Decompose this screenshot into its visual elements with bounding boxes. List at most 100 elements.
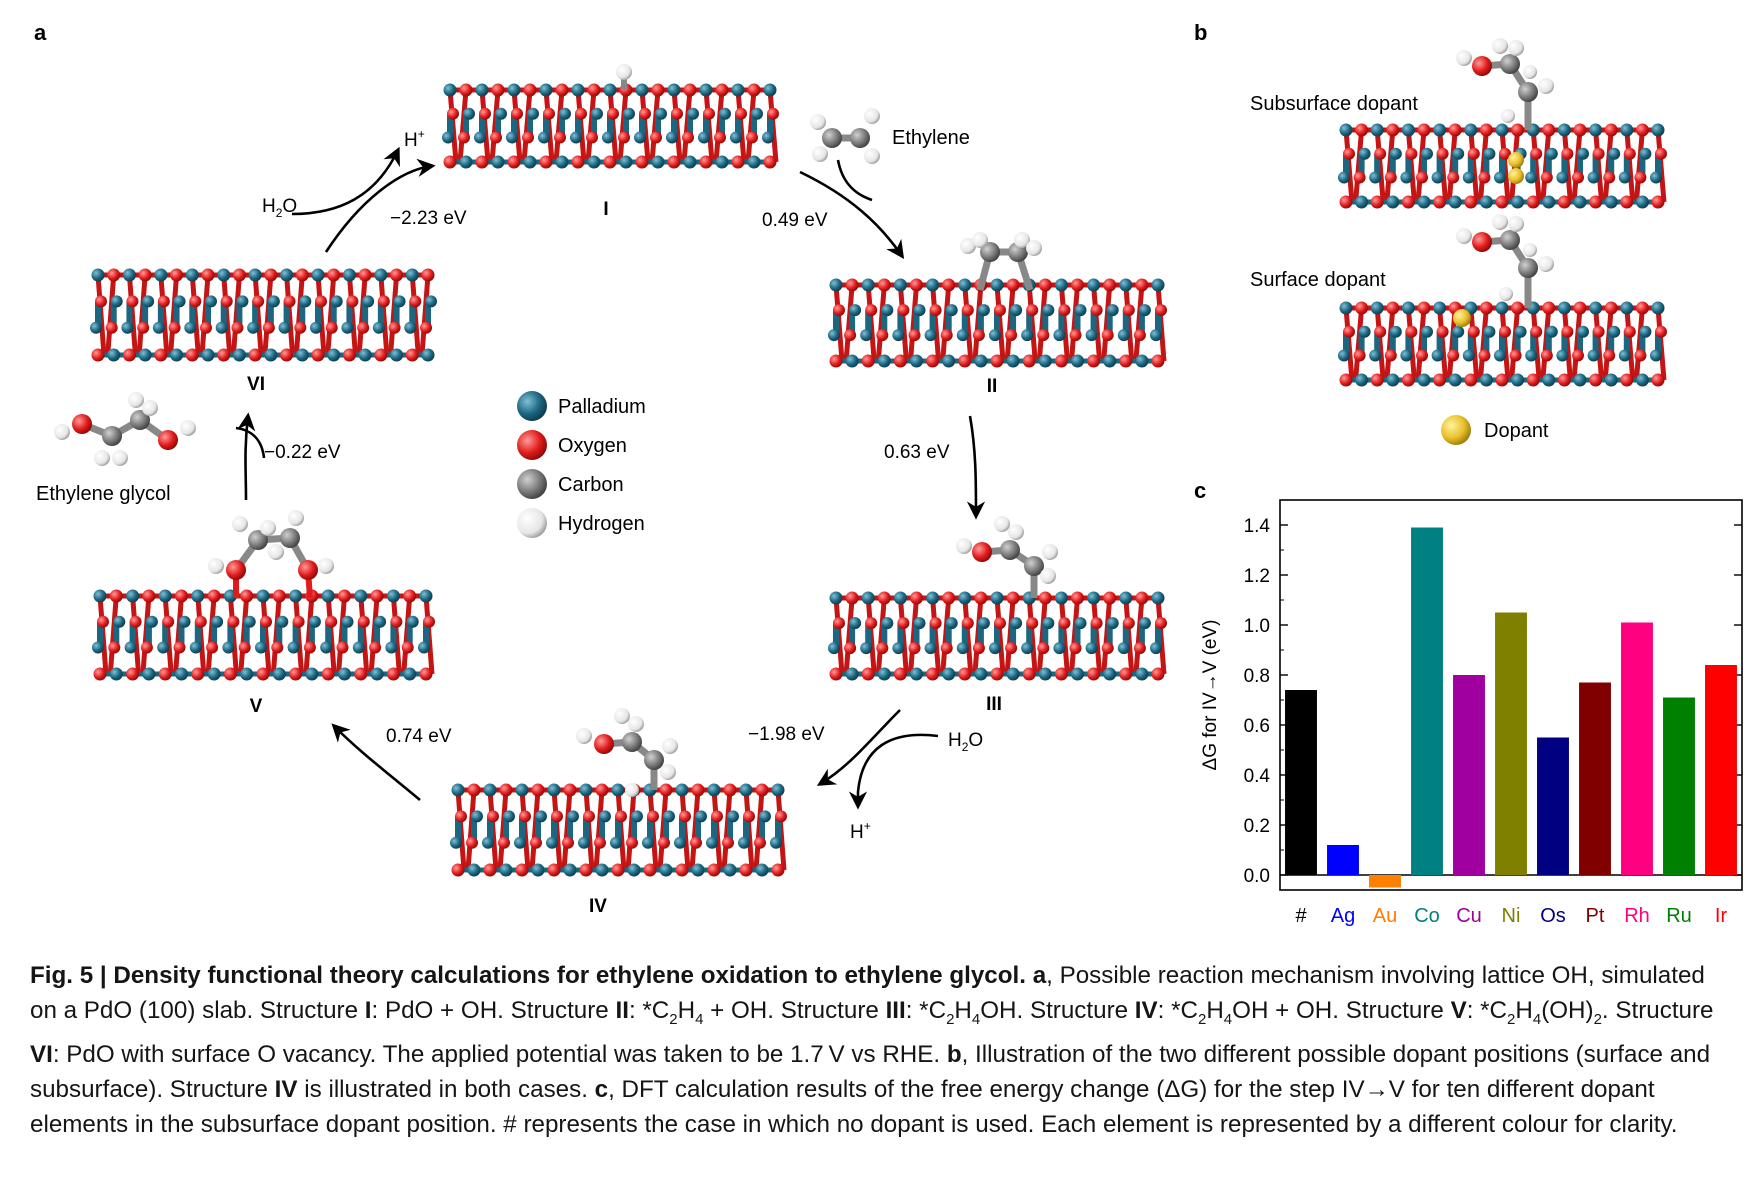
- legend-oxygen-icon: [517, 430, 547, 460]
- species-hplus-top: H+: [404, 127, 425, 151]
- bar-Os: [1537, 737, 1569, 875]
- figure-caption: Fig. 5 | Density functional theory calcu…: [30, 958, 1730, 1142]
- bar-Co: [1411, 527, 1443, 875]
- species-h2o-bottom: H2O: [948, 730, 983, 754]
- slab-v: [92, 589, 435, 681]
- legend-palladium-label: Palladium: [558, 396, 646, 418]
- slab-b-subsurface: [1338, 123, 1667, 209]
- caption-t4-sub1: 2: [1197, 1010, 1207, 1028]
- dopant-legend-label: Dopant: [1484, 420, 1549, 442]
- caption-t4b: H: [1206, 997, 1224, 1024]
- energy-v-to-vi: −0.22 eV: [264, 442, 341, 463]
- arrow-i-to-ii: [799, 170, 905, 259]
- ethylene-molecule: [810, 108, 880, 164]
- caption-t3a: : *C: [905, 997, 947, 1024]
- species-h2o-top: H2O: [262, 196, 297, 220]
- caption-t4c: OH + OH. Structure: [1232, 997, 1451, 1024]
- dopant-legend-icon: [1441, 415, 1471, 445]
- caption-t2-sub1: 2: [669, 1010, 678, 1028]
- caption-t5-sub3: 2: [1593, 1010, 1602, 1028]
- y-axis-label: ΔG for IV→V (eV): [1200, 620, 1221, 771]
- caption-a-label: a: [1032, 962, 1047, 989]
- caption-t3-sub1: 2: [946, 1010, 955, 1028]
- y-tick-label: 0.4: [1244, 766, 1271, 787]
- caption-b-text1: , Illustration of the two different poss…: [30, 1040, 1711, 1103]
- legend-carbon-icon: [517, 469, 547, 499]
- chart-frame: [1279, 499, 1743, 891]
- arrow-iv-to-v: [331, 723, 421, 801]
- species-ethylene: Ethylene: [892, 127, 970, 149]
- y-tick-label: 1.2: [1244, 566, 1270, 587]
- bar-Ir: [1705, 665, 1737, 875]
- x-tick-label-Ru: Ru: [1666, 905, 1692, 927]
- panel-label-b: b: [1194, 20, 1207, 45]
- panel-label-a: a: [34, 20, 47, 45]
- arrow-v-to-vi: [237, 412, 256, 501]
- caption-c-label: c: [594, 1075, 609, 1103]
- arrow-ethylene-in: [836, 159, 873, 202]
- arrow-h2o-to-hplus: [291, 146, 400, 216]
- caption-t2-sub2: 4: [695, 1010, 704, 1028]
- caption-t3b: H: [954, 997, 972, 1024]
- caption-a-text: , Possible reaction mechanism involving …: [30, 962, 1705, 1024]
- arrow-ii-to-iii: [966, 415, 986, 520]
- caption-t5d: . Structure: [1601, 997, 1714, 1024]
- energy-ii-to-iii: 0.63 eV: [884, 442, 950, 463]
- species-hplus-bottom: H+: [850, 819, 871, 843]
- y-tick-label: 1.0: [1244, 616, 1270, 637]
- caption-s2: II: [615, 997, 629, 1024]
- caption-t3c: OH. Structure: [980, 997, 1135, 1024]
- legend-hydrogen-label: Hydrogen: [558, 513, 645, 535]
- legend-carbon-label: Carbon: [558, 474, 624, 496]
- x-tick-label-Os: Os: [1540, 905, 1566, 927]
- y-tick-label: 0.6: [1244, 716, 1270, 737]
- species-ethylene-glycol: Ethylene glycol: [36, 483, 171, 505]
- caption-t2a: : *C: [628, 997, 670, 1024]
- structure-label-iii: III: [986, 694, 1002, 715]
- slab-structures: [90, 83, 1667, 877]
- structure-label-iv: IV: [589, 896, 607, 917]
- caption-s1: I: [364, 997, 372, 1024]
- legend-oxygen-label: Oxygen: [558, 435, 627, 457]
- x-tick-label-Ir: Ir: [1715, 905, 1728, 927]
- structure-label-v: V: [250, 696, 263, 717]
- y-tick-label: 0.8: [1244, 666, 1270, 687]
- caption-t5a: : *C: [1466, 997, 1508, 1024]
- caption-t4a: : *C: [1157, 997, 1198, 1024]
- slab-iii: [828, 591, 1167, 681]
- y-tick-label: 1.4: [1244, 516, 1271, 537]
- energy-iii-to-iv: −1.98 eV: [748, 724, 825, 745]
- x-tick-label-Au: Au: [1373, 905, 1397, 927]
- bar-none: [1285, 690, 1317, 875]
- bar-Au: [1369, 875, 1401, 888]
- bar-chart: 0.0 0.2 0.4 0.6 0.8 1.0 1.2 1.4 # Ag Au Co Cu Ni Os Pt R…: [1200, 499, 1743, 927]
- arrow-h2o-to-hplus-bottom: [848, 733, 939, 810]
- x-tick-label-Ni: Ni: [1502, 905, 1521, 927]
- x-tick-label-Pt: Pt: [1586, 905, 1605, 927]
- slab-vi: [90, 268, 437, 362]
- caption-s6: VI: [30, 1040, 53, 1068]
- caption-s5: V: [1450, 997, 1467, 1024]
- legend-hydrogen-icon: [517, 508, 547, 538]
- structure-label-ii: II: [987, 376, 998, 397]
- bar-Ru: [1663, 697, 1695, 875]
- bar-Ni: [1495, 612, 1527, 875]
- caption-t5c: (OH): [1541, 997, 1594, 1024]
- slab-ii: [828, 278, 1167, 368]
- caption-t5b: H: [1515, 997, 1533, 1024]
- arrow-glycol-out: [235, 426, 266, 459]
- figure-canvas: a b c: [34, 20, 1743, 927]
- bar-Ag: [1327, 845, 1359, 875]
- surface-dopant-label: Surface dopant: [1250, 269, 1386, 291]
- panel-label-c: c: [1194, 478, 1206, 503]
- caption-c-text: , DFT calculation results of the free en…: [30, 1075, 1678, 1138]
- x-tick-label-Cu: Cu: [1456, 905, 1482, 927]
- arrow-vi-to-i: [324, 158, 436, 253]
- svg-text:H2O: H2O: [262, 196, 297, 220]
- x-tick-label-Ag: Ag: [1331, 905, 1355, 927]
- arrow-iii-to-iv: [816, 709, 901, 786]
- svg-text:H+: H+: [850, 819, 871, 843]
- caption-t4-sub2: 4: [1223, 1010, 1233, 1028]
- caption-t1: : PdO + OH. Structure: [371, 997, 616, 1024]
- structure-label-vi: VI: [247, 374, 265, 395]
